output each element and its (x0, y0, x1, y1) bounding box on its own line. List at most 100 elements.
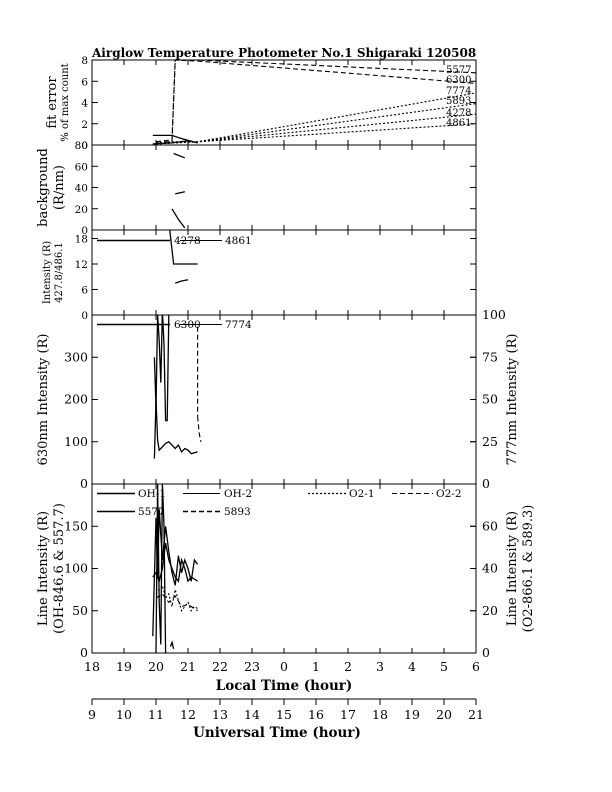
series-line-4278 (169, 230, 198, 265)
y-right-tick-label: 75 (482, 349, 498, 364)
y-tick-label: 0 (80, 476, 88, 491)
universal-time-tick-label: 12 (180, 707, 196, 722)
local-time-tick-label: 4 (408, 659, 416, 674)
panel-intensity_630_777: 0 100 200 300 0 25 50 75 100 630nm Intensity (R) 7… (36, 307, 520, 491)
legend-label: OH-2 (224, 488, 252, 500)
y-right-tick-label: 40 (482, 561, 498, 576)
plot-frame (91, 144, 477, 231)
y-right-tick-label: 100 (482, 307, 506, 322)
series-line-5577 (155, 60, 476, 143)
series-line-5893 (169, 640, 175, 649)
y-tick-label: 20 (75, 204, 88, 216)
y-tick-label: 18 (75, 234, 88, 246)
series-group (169, 230, 198, 284)
local-time-axis-label: Local Time (hour) (216, 678, 353, 694)
y-right-axis-label: Line Intensity (R) (505, 511, 520, 626)
y-tick-label: 4 (81, 98, 88, 110)
series-line-5893 (155, 103, 476, 144)
series-annotation: 4861 (446, 118, 471, 129)
y-right-axis-label: 777nm Intensity (R) (505, 334, 520, 466)
series-group (171, 152, 186, 229)
local-time-tick-label: 23 (244, 659, 260, 674)
local-time-tick-label: 6 (472, 659, 480, 674)
y-tick-label: 40 (75, 183, 88, 195)
y-tick-label: 200 (64, 392, 88, 407)
legend-label: 4278 (174, 235, 201, 247)
series-group (152, 484, 199, 653)
plot-frame (91, 314, 477, 485)
legend-label: 5577 (138, 506, 165, 518)
legend-label: 5893 (224, 506, 251, 518)
universal-time-tick-label: 10 (116, 707, 132, 722)
y-axis-label: Line Intensity (R) (36, 511, 51, 626)
series-line-4278 (155, 113, 476, 145)
local-time-tick-label: 0 (280, 659, 288, 674)
y-right-tick-label: 0 (482, 645, 490, 660)
y-tick-label: 80 (75, 140, 88, 152)
universal-time-tick-label: 15 (276, 707, 292, 722)
universal-time-tick-label: 14 (244, 707, 260, 722)
y-right-tick-label: 0 (482, 476, 490, 491)
series-group (152, 60, 476, 145)
series-line-6300 (156, 60, 476, 143)
y-tick-label: 2 (81, 119, 88, 131)
y-right-tick-label: 60 (482, 518, 498, 533)
y-axis-label: (R/nm) (52, 165, 67, 210)
universal-time-tick-label: 18 (372, 707, 388, 722)
local-time-tick-label: 5 (440, 659, 448, 674)
universal-time-tick-label: 17 (340, 707, 356, 722)
series-line-O2-2 (155, 593, 198, 612)
local-time-tick-label: 21 (180, 659, 196, 674)
y-axis-label: (OH-846.6 & 557.7) (52, 503, 67, 634)
plot-frame (91, 229, 477, 316)
series-line-O2-1 (155, 584, 198, 613)
y-tick-label: 0 (81, 225, 88, 237)
y-axis-label: % of max count (60, 63, 71, 141)
series-line-7774 (156, 92, 476, 144)
series-line-6300 (153, 315, 170, 422)
universal-time-tick-label: 19 (404, 707, 420, 722)
legend-label: OH-1 (138, 488, 166, 500)
series-annotation: 7774 (446, 86, 471, 97)
series-line-OH-2 (152, 542, 198, 584)
local-time-tick-label: 18 (84, 659, 100, 674)
series-line-b3 (171, 208, 186, 229)
panel-background: 0 20 40 60 80 background (R/nm) (36, 140, 477, 237)
series-line-4861 (174, 279, 189, 284)
universal-time-tick-label: 11 (148, 707, 164, 722)
legend-label: 6300 (174, 319, 201, 331)
y-axis-label: Intensity (R) (42, 241, 53, 304)
y-right-tick-label: 25 (482, 434, 498, 449)
series-line-b1 (173, 152, 186, 159)
y-tick-label: 0 (81, 310, 88, 322)
y-right-axis-label: (O2-866.1 & 589.3) (521, 505, 536, 633)
y-axis-label: 427.8/486.1 (54, 242, 65, 303)
y-tick-label: 6 (81, 285, 88, 297)
y-tick-label: 0 (80, 645, 88, 660)
local-time-tick-label: 2 (344, 659, 352, 674)
series-line-5577 (155, 484, 167, 653)
local-time-tick-label: 3 (376, 659, 384, 674)
universal-time-tick-label: 20 (436, 707, 452, 722)
series-line-b (152, 140, 198, 145)
y-axis-label: background (36, 148, 51, 227)
legend-label: 4861 (225, 235, 252, 247)
chart-title: Airglow Temperature Photometer No.1 Shig… (91, 46, 476, 60)
y-tick-label: 100 (64, 561, 88, 576)
series-annotation: 4278 (446, 108, 471, 119)
y-axis-label: 630nm Intensity (R) (36, 334, 51, 466)
panel-intensity_blue: 0 6 12 18 Intensity (R) 427.8/486.1 4278 4861 (42, 229, 477, 322)
y-right-tick-label: 20 (482, 603, 498, 618)
y-tick-label: 0 (81, 140, 88, 152)
local-time-tick-label: 1 (312, 659, 320, 674)
legend-label: O2-1 (349, 488, 375, 500)
series-annotation: 5577 (446, 65, 471, 76)
y-tick-label: 300 (64, 349, 88, 364)
y-tick-label: 8 (81, 55, 88, 67)
y-tick-label: 12 (75, 259, 88, 271)
series-line-b2 (175, 191, 185, 195)
local-time-tick-label: 22 (212, 659, 228, 674)
